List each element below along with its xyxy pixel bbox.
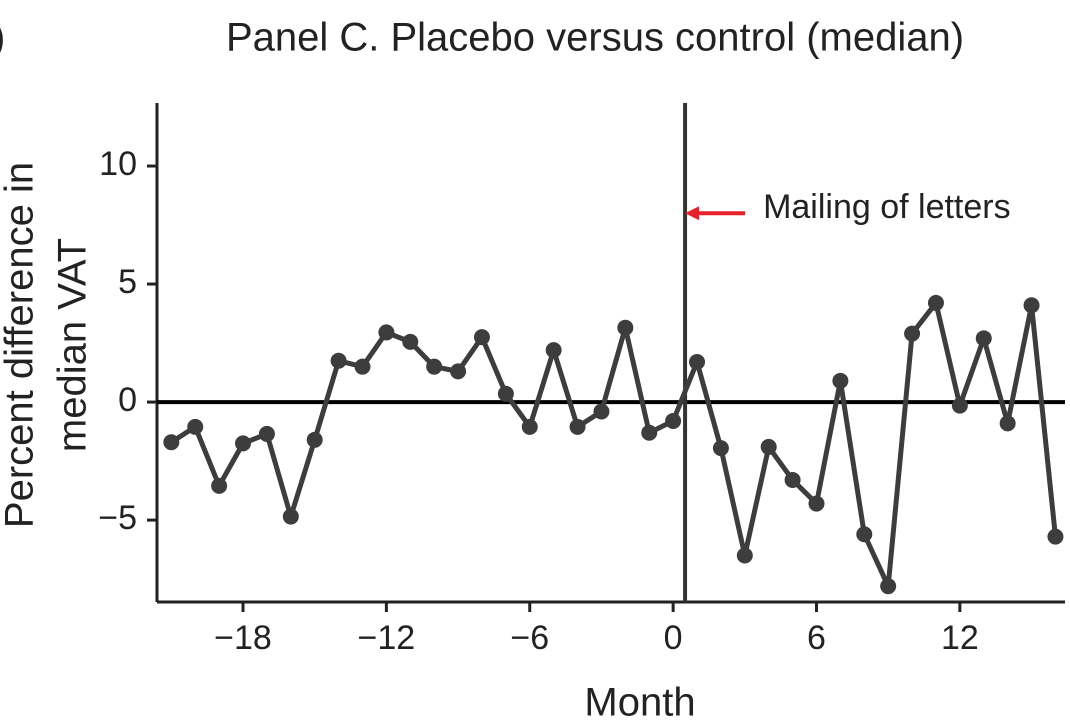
point <box>378 324 395 341</box>
y-tick-label: 5 <box>118 263 137 301</box>
x-tick-label: −6 <box>510 619 549 657</box>
point <box>641 424 658 441</box>
point <box>1047 528 1064 545</box>
x-tick-label: 12 <box>941 619 979 657</box>
point <box>521 418 538 435</box>
point <box>187 418 204 435</box>
point <box>545 342 562 359</box>
point <box>712 440 729 457</box>
point <box>880 578 897 595</box>
point <box>330 352 347 369</box>
point <box>760 438 777 455</box>
point <box>211 477 228 494</box>
point <box>235 435 252 452</box>
x-axis-label: Month <box>584 681 695 725</box>
y-tick-label: −5 <box>98 499 137 537</box>
point <box>473 329 490 346</box>
point <box>784 471 801 488</box>
y-tick-label: 0 <box>118 381 137 419</box>
y-axis-label: Percent difference in <box>0 162 42 528</box>
point <box>163 434 180 451</box>
point <box>1023 297 1040 314</box>
point <box>569 418 586 435</box>
point <box>450 363 467 380</box>
point <box>665 412 682 429</box>
series-line <box>169 300 1058 589</box>
clipped-text: ) <box>0 16 5 60</box>
point <box>808 495 825 512</box>
y-axis-label: median VAT <box>51 238 95 452</box>
point <box>306 431 323 448</box>
x-tick-label: −18 <box>214 619 272 657</box>
point <box>258 425 275 442</box>
point <box>689 353 706 370</box>
point <box>951 397 968 414</box>
x-tick-label: 0 <box>664 619 683 657</box>
annotation-arrowhead <box>685 206 700 221</box>
x-tick-label: 6 <box>807 619 826 657</box>
point <box>617 319 634 336</box>
point <box>927 294 944 311</box>
point <box>497 385 514 402</box>
point <box>975 330 992 347</box>
y-tick-label: 10 <box>99 145 137 183</box>
point <box>426 358 443 375</box>
point <box>282 508 299 525</box>
chart-title: Panel C. Placebo versus control (median) <box>226 16 964 60</box>
point <box>856 526 873 543</box>
point <box>832 372 849 389</box>
point <box>904 325 921 342</box>
point <box>999 415 1016 432</box>
annotation: Mailing of letters <box>763 188 1011 226</box>
x-tick-label: −12 <box>358 619 416 657</box>
point <box>593 403 610 420</box>
point <box>354 358 371 375</box>
point <box>402 333 419 350</box>
point <box>736 547 753 564</box>
